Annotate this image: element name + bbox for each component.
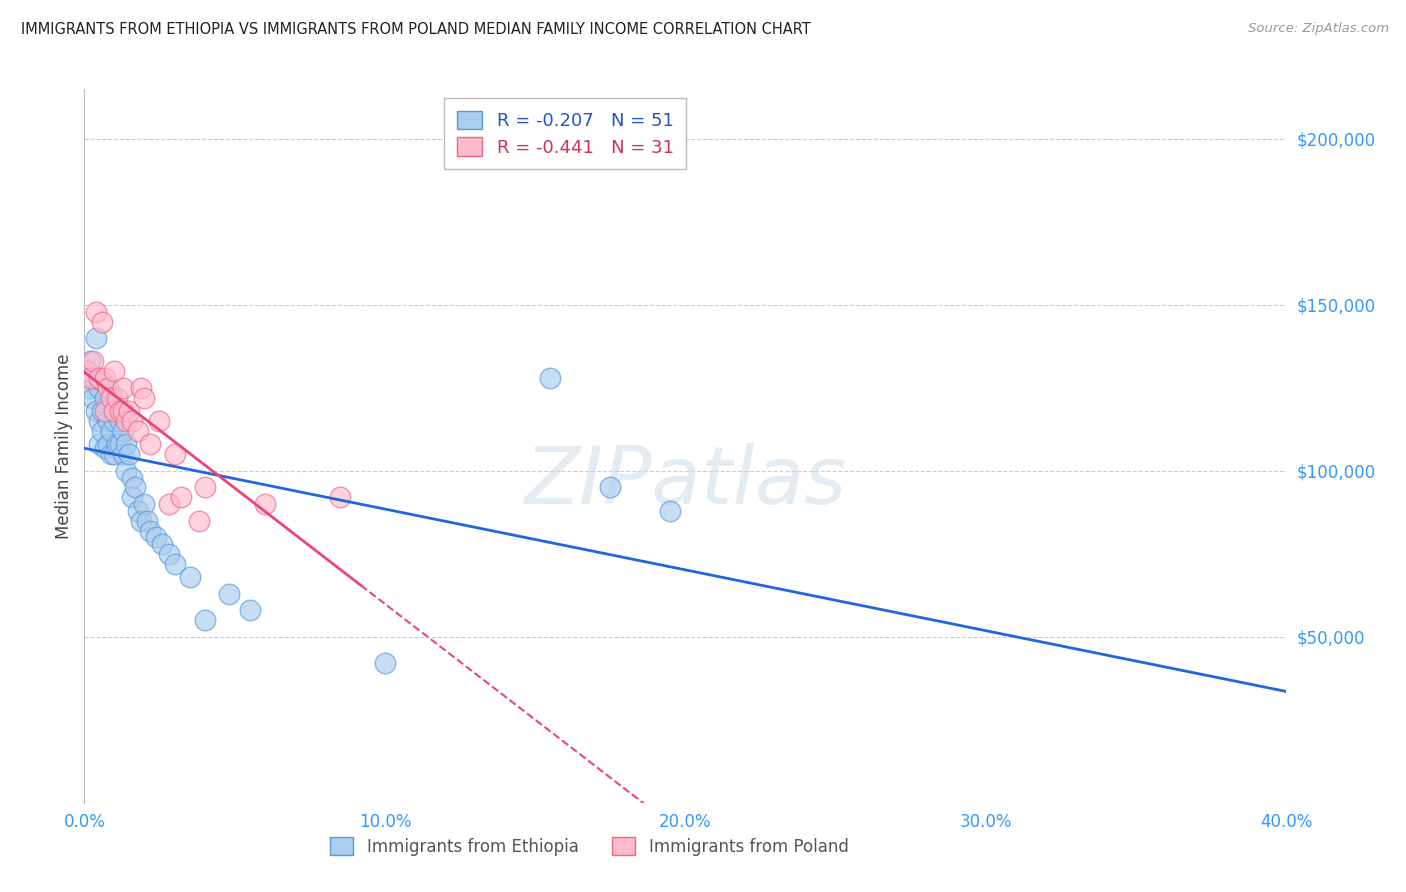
Point [79, 371, 101, 385]
Point [112, 424, 135, 438]
Point [218, 587, 240, 601]
Point [374, 657, 396, 671]
Legend: Immigrants from Ethiopia, Immigrants from Poland: Immigrants from Ethiopia, Immigrants fro… [323, 830, 855, 863]
Point [253, 497, 276, 511]
Point [163, 447, 186, 461]
Point [148, 414, 170, 428]
Point [118, 447, 141, 461]
Point [139, 524, 162, 538]
Text: IMMIGRANTS FROM ETHIOPIA VS IMMIGRANTS FROM POLAND MEDIAN FAMILY INCOME CORRELAT: IMMIGRANTS FROM ETHIOPIA VS IMMIGRANTS F… [21, 22, 811, 37]
Point [97, 414, 120, 428]
Point [82, 371, 104, 385]
Point [86, 331, 108, 345]
Point [79, 354, 101, 368]
Point [124, 481, 146, 495]
Text: Source: ZipAtlas.com: Source: ZipAtlas.com [1249, 22, 1389, 36]
Point [115, 464, 138, 478]
Point [79, 381, 101, 395]
Point [599, 481, 621, 495]
Point [121, 491, 143, 505]
Point [152, 537, 174, 551]
Point [86, 404, 108, 418]
Point [131, 514, 153, 528]
Point [112, 447, 135, 461]
Point [91, 314, 114, 328]
Point [127, 424, 149, 438]
Point [329, 491, 352, 505]
Point [163, 557, 186, 571]
Point [94, 371, 117, 385]
Text: ZIPatlas: ZIPatlas [524, 442, 846, 521]
Point [94, 441, 117, 455]
Point [112, 381, 135, 395]
Point [118, 404, 141, 418]
Point [91, 374, 114, 388]
Point [89, 371, 111, 385]
Point [94, 391, 117, 405]
Point [659, 504, 682, 518]
Point [97, 437, 120, 451]
Point [110, 437, 132, 451]
Point [91, 404, 114, 418]
Point [127, 504, 149, 518]
Point [100, 424, 122, 438]
Point [100, 391, 122, 405]
Point [107, 391, 129, 405]
Point [134, 497, 156, 511]
Point [134, 391, 156, 405]
Point [89, 414, 111, 428]
Point [76, 364, 98, 378]
Point [139, 437, 162, 451]
Point [179, 570, 201, 584]
Point [103, 414, 125, 428]
Point [107, 437, 129, 451]
Point [82, 354, 104, 368]
Point [115, 437, 138, 451]
Point [121, 414, 143, 428]
Point [194, 613, 217, 627]
Point [103, 364, 125, 378]
Point [94, 404, 117, 418]
Point [194, 481, 217, 495]
Point [100, 387, 122, 401]
Point [538, 371, 561, 385]
Point [110, 404, 132, 418]
Point [91, 424, 114, 438]
Point [239, 603, 262, 617]
Point [103, 447, 125, 461]
Point [107, 404, 129, 418]
Point [157, 547, 180, 561]
Point [169, 491, 191, 505]
Point [97, 381, 120, 395]
Point [100, 447, 122, 461]
Point [89, 381, 111, 395]
Point [82, 391, 104, 405]
Point [145, 530, 167, 544]
Point [187, 514, 209, 528]
Point [157, 497, 180, 511]
Y-axis label: Median Family Income: Median Family Income [55, 353, 73, 539]
Point [103, 404, 125, 418]
Point [121, 470, 143, 484]
Point [76, 364, 98, 378]
Point [112, 404, 135, 418]
Point [89, 437, 111, 451]
Point [136, 514, 159, 528]
Point [131, 381, 153, 395]
Point [110, 414, 132, 428]
Point [115, 414, 138, 428]
Point [86, 304, 108, 318]
